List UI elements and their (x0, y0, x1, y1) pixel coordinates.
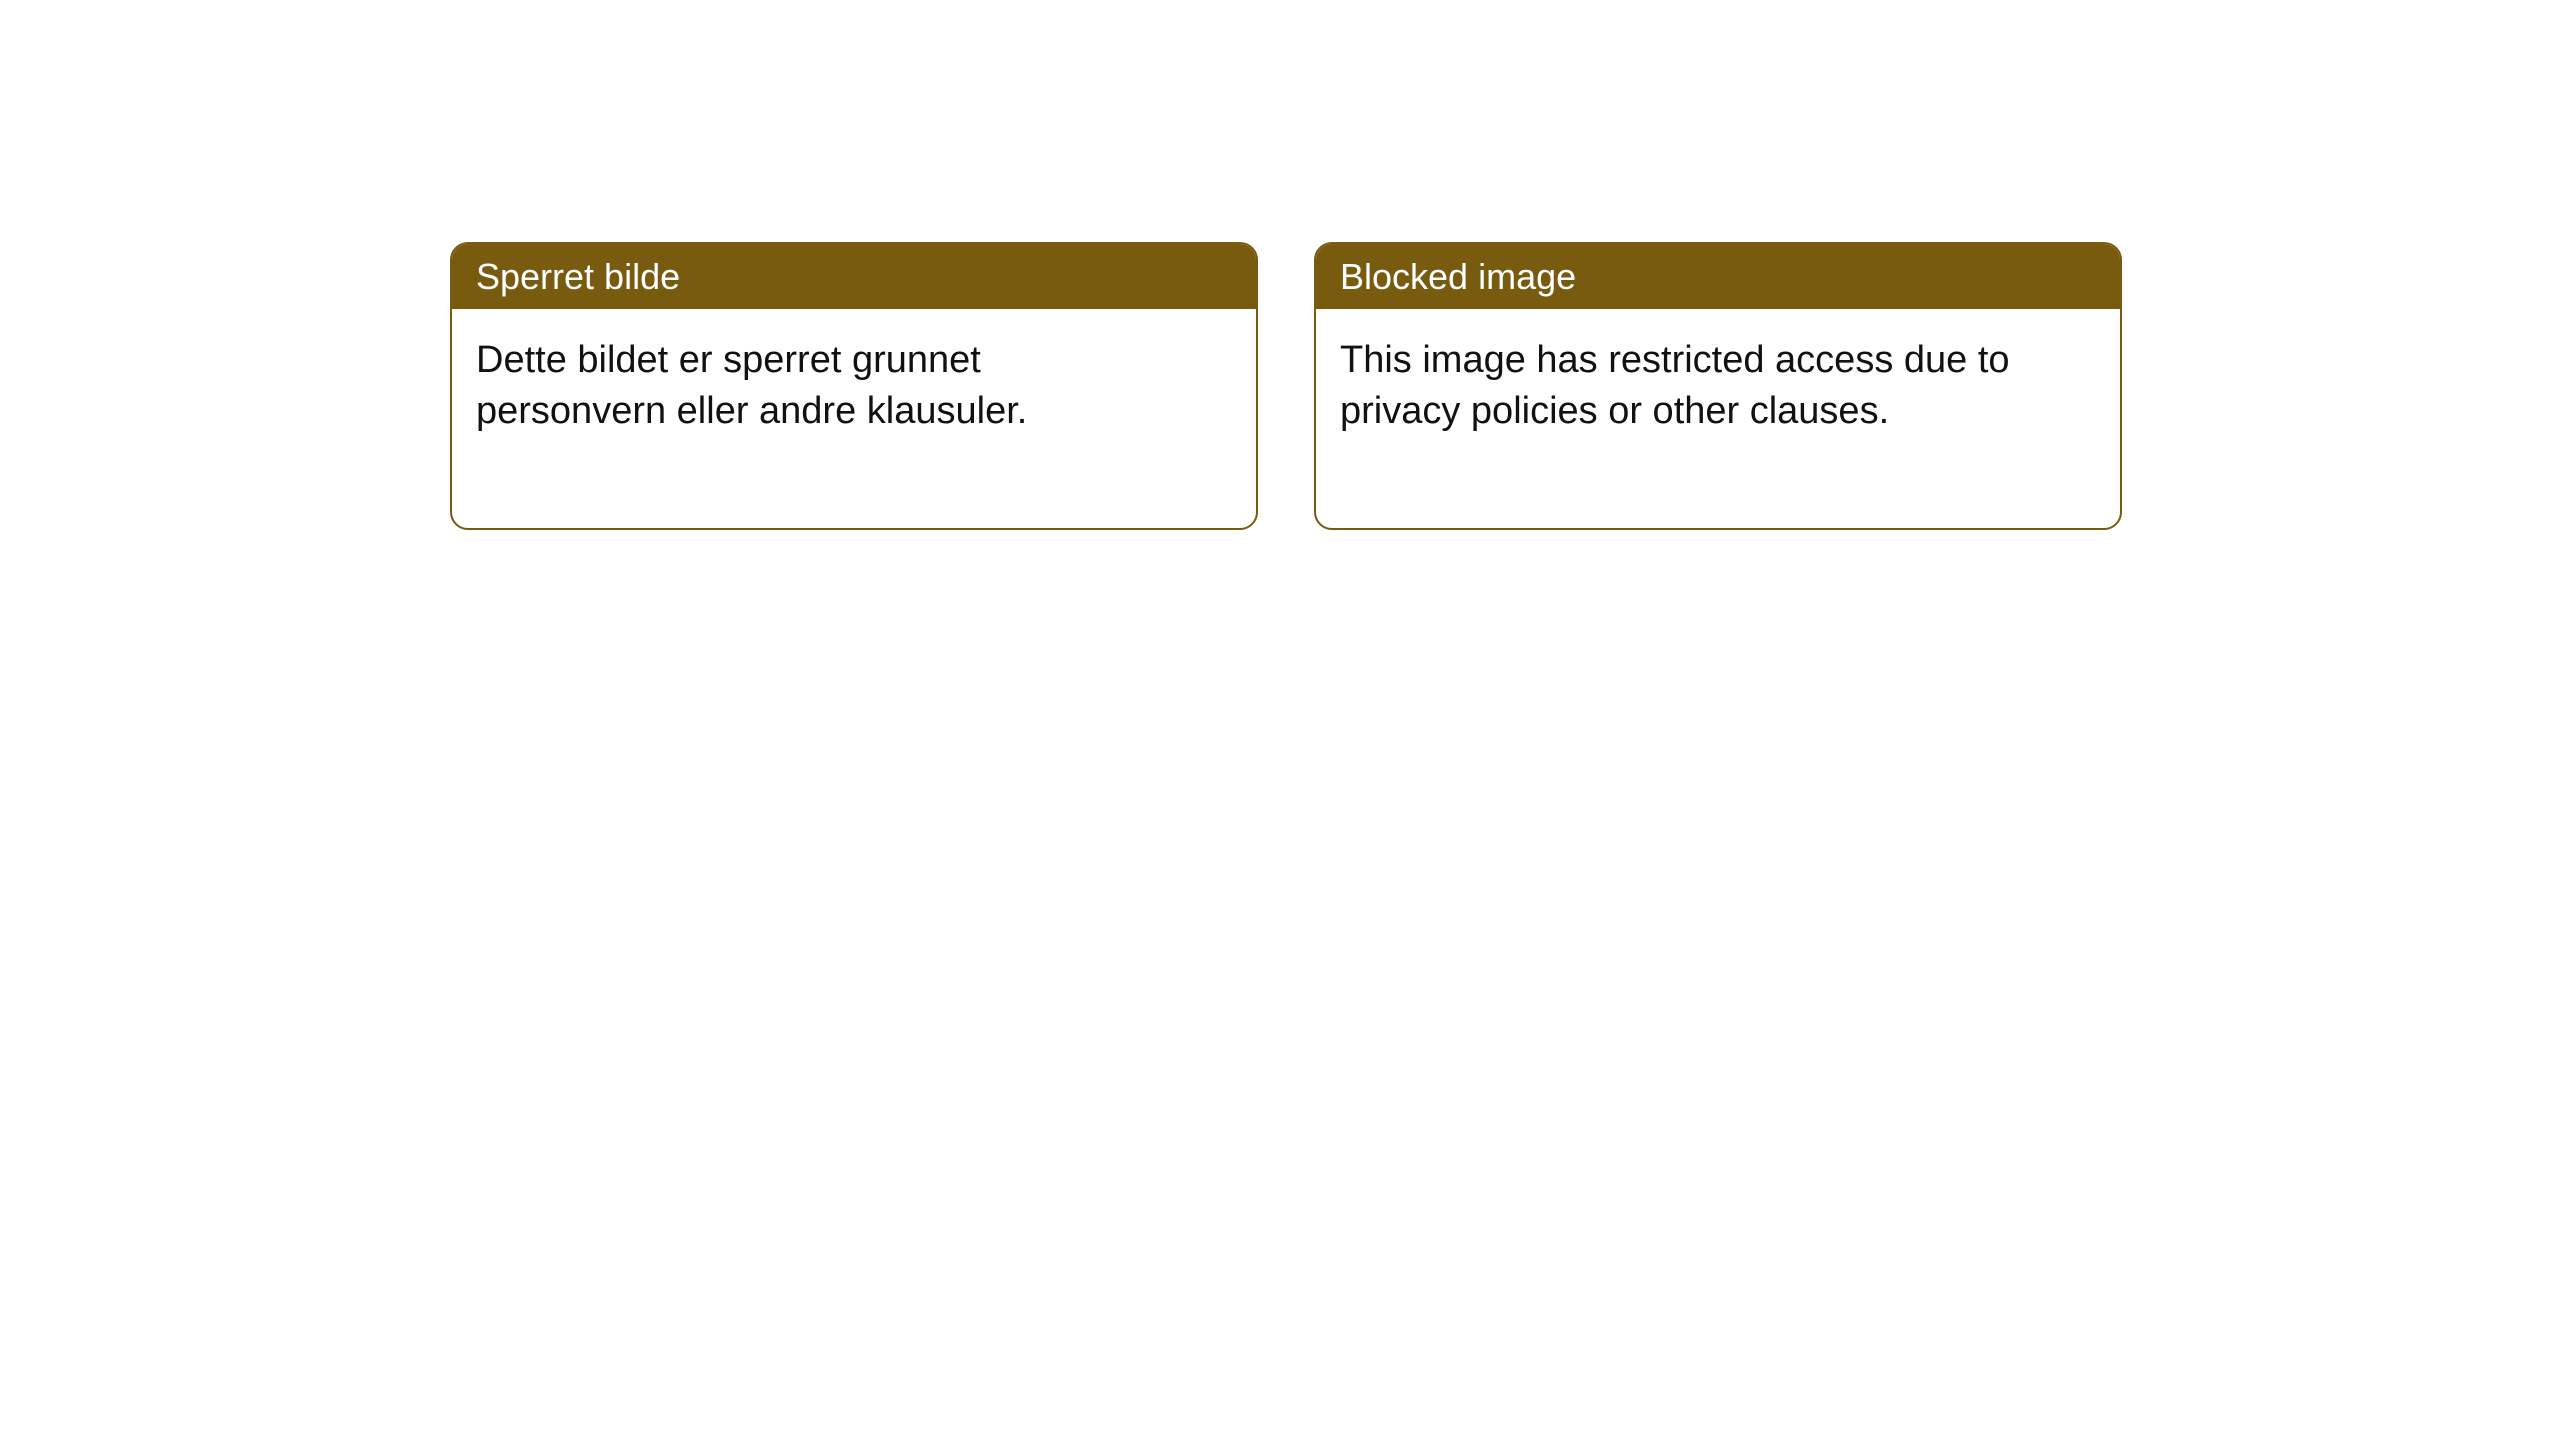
notice-card-no: Sperret bilde Dette bildet er sperret gr… (450, 242, 1258, 530)
notice-container: Sperret bilde Dette bildet er sperret gr… (0, 0, 2560, 530)
notice-card-title-en: Blocked image (1316, 244, 2120, 309)
notice-card-body-en: This image has restricted access due to … (1316, 309, 2044, 528)
notice-card-title-no: Sperret bilde (452, 244, 1256, 309)
notice-card-en: Blocked image This image has restricted … (1314, 242, 2122, 530)
notice-card-body-no: Dette bildet er sperret grunnet personve… (452, 309, 1180, 528)
